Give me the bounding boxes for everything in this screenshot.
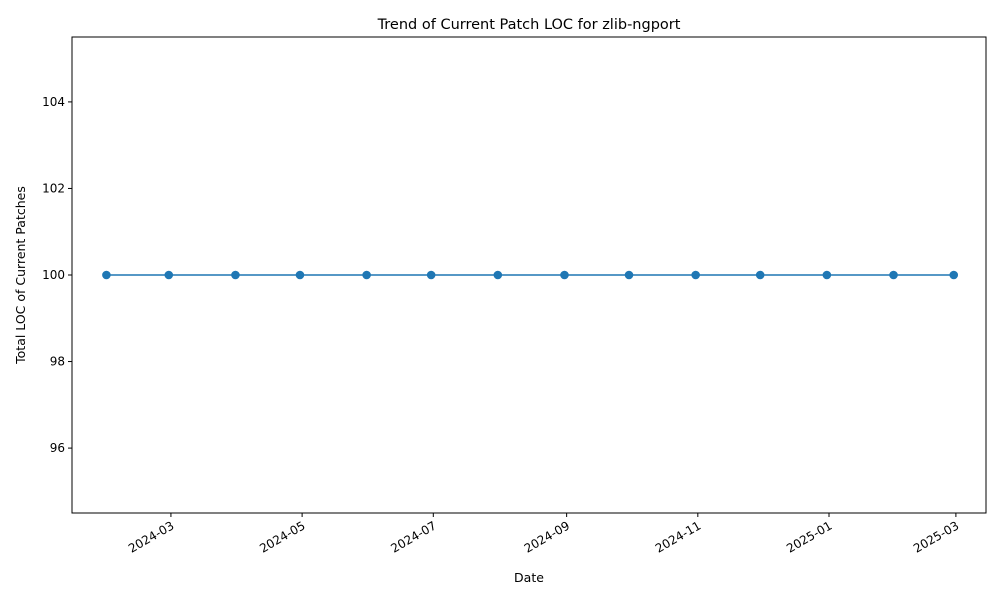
data-point — [755, 270, 765, 280]
x-axis: 2024-03 2024-05 2024-07 2024-09 2024-11 2025-… — [126, 513, 961, 556]
plot-frame — [71, 36, 987, 514]
data-point — [295, 270, 305, 280]
data-point — [493, 270, 503, 280]
y-tick-label: 98 — [50, 355, 65, 369]
data-point — [889, 270, 898, 280]
y-axis-label: Total LOC of Current Patches — [13, 186, 28, 365]
y-tick-label: 96 — [50, 441, 65, 455]
y-axis: 96 98 100 102 104 — [42, 95, 72, 455]
data-point — [691, 270, 700, 280]
x-tick-label: 2025-01 — [784, 518, 834, 555]
series-layer — [102, 270, 959, 280]
x-tick-label: 2024-05 — [257, 518, 307, 555]
data-point — [560, 270, 569, 280]
data-point — [231, 270, 240, 280]
y-tick-label: 104 — [42, 95, 65, 109]
data-point — [102, 270, 111, 280]
y-tick-label: 102 — [42, 181, 65, 195]
x-tick-label: 2024-09 — [522, 518, 572, 555]
x-axis-label: Date — [514, 570, 544, 585]
chart-title: Trend of Current Patch LOC for zlib-ngpo… — [377, 17, 681, 33]
data-point — [362, 270, 371, 280]
data-point — [624, 270, 634, 280]
x-tick-label: 2024-07 — [388, 518, 438, 555]
x-tick-label: 2024-03 — [126, 518, 176, 555]
data-point — [822, 270, 832, 280]
x-tick-label: 2025-03 — [911, 518, 961, 555]
data-point — [949, 270, 959, 280]
data-point — [164, 270, 174, 280]
x-tick-label: 2024-11 — [653, 518, 703, 555]
data-point — [426, 270, 436, 280]
y-tick-label: 100 — [42, 268, 65, 282]
